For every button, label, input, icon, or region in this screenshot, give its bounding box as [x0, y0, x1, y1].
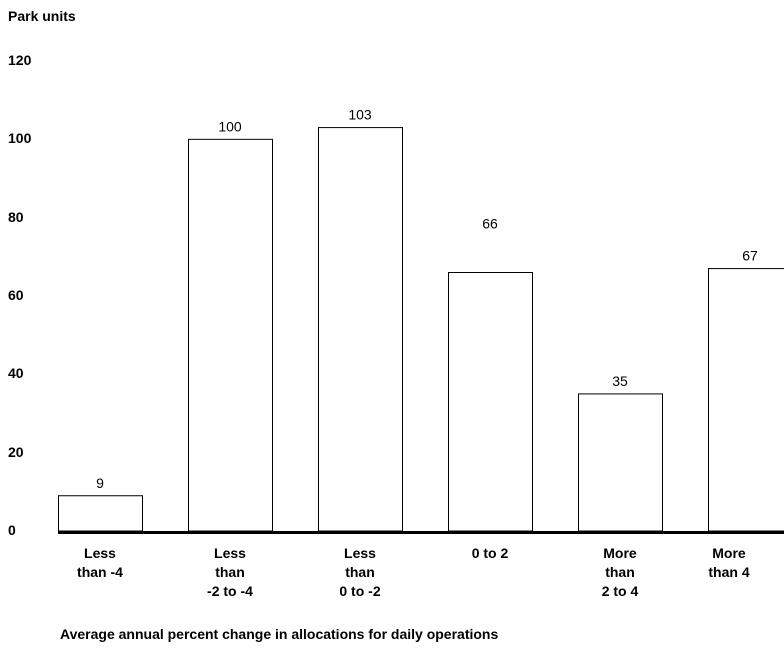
bar-4: [578, 393, 663, 532]
y-tick-label: 20: [8, 443, 24, 460]
bar-0: [58, 495, 143, 532]
x-category-label: Less than -2 to -4: [207, 545, 253, 599]
data-label-4: 35: [612, 373, 628, 389]
data-label-2: 103: [348, 107, 372, 123]
x-axis-title: Average annual percent change in allocat…: [60, 626, 499, 642]
y-tick-label: 120: [8, 52, 32, 68]
bar-1: [188, 138, 273, 532]
y-tick-label: 40: [8, 365, 24, 382]
x-category-label: Less than 0 to -2: [339, 545, 381, 599]
y-tick-label: 100: [8, 130, 32, 147]
x-category-label: More than 2 to 4: [601, 545, 639, 599]
x-category-label: Less than -4: [77, 545, 123, 580]
bar-2: [318, 127, 403, 532]
y-tick-label: 60: [8, 287, 24, 303]
x-category-label: More than 4: [708, 545, 750, 580]
data-label-0: 9: [96, 475, 104, 491]
data-label-1: 100: [218, 118, 242, 134]
bar-5: [708, 268, 784, 532]
y-tick-label: 0: [8, 522, 16, 538]
x-category-label: 0 to 2: [471, 545, 509, 561]
data-label-5: 67: [742, 248, 758, 264]
y-tick-label: 80: [8, 208, 24, 225]
x-axis-baseline: [58, 531, 784, 534]
data-label-3: 66: [482, 216, 498, 232]
bar-3: [448, 272, 533, 532]
y-axis-title: Park units: [8, 8, 76, 24]
